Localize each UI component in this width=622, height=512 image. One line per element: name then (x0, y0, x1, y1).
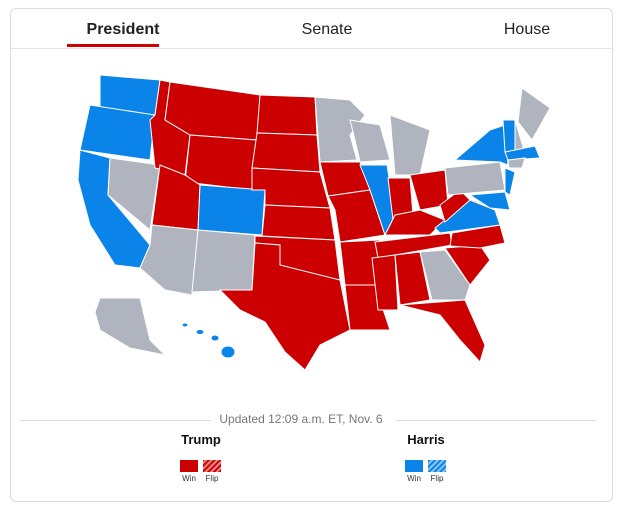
tab[interactable]: President (86, 21, 160, 38)
state[interactable] (394, 251, 431, 306)
state[interactable] (504, 145, 541, 161)
states (77, 74, 551, 371)
state[interactable] (504, 167, 516, 196)
state[interactable] (107, 157, 161, 231)
state[interactable] (191, 229, 256, 293)
state[interactable] (261, 204, 336, 241)
state[interactable] (256, 94, 318, 136)
state[interactable] (419, 249, 471, 301)
state[interactable] (444, 161, 506, 196)
state[interactable] (349, 119, 391, 163)
state[interactable] (468, 191, 511, 211)
state[interactable] (197, 184, 266, 236)
legend-label: Flip (430, 474, 444, 483)
rule (396, 420, 596, 421)
state[interactable] (218, 242, 351, 371)
state[interactable] (79, 104, 156, 161)
state[interactable] (502, 119, 516, 153)
state[interactable] (327, 189, 386, 243)
state[interactable] (371, 254, 399, 311)
state[interactable] (389, 114, 431, 176)
legend-title: Trump (181, 432, 221, 447)
state[interactable] (507, 157, 526, 169)
updated-row: Updated 12:09 a.m. ET, Nov. 6 (10, 412, 596, 428)
state[interactable] (399, 299, 486, 363)
tab[interactable]: House (503, 21, 551, 38)
legend-label: Win (407, 474, 421, 483)
state[interactable] (251, 132, 321, 173)
divider (11, 48, 612, 49)
updated-time: Updated 12:09 a.m. ET, Nov. 6 (10, 412, 592, 426)
state[interactable] (94, 297, 167, 356)
legend-swatch (203, 460, 221, 472)
legend-title: Harris (407, 432, 445, 447)
state[interactable] (384, 209, 446, 236)
tab[interactable]: Senate (301, 21, 353, 38)
state[interactable] (210, 334, 220, 342)
state[interactable] (453, 124, 509, 166)
state[interactable] (517, 87, 551, 141)
updated-text: Updated 12:09 a.m. ET, Nov. 6 (211, 412, 391, 426)
state[interactable] (139, 224, 199, 296)
legend-swatch (405, 460, 423, 472)
legend-label: Flip (205, 474, 219, 483)
active-tab-underline (67, 44, 159, 47)
state[interactable] (181, 322, 189, 328)
card: President Senate House (10, 8, 613, 502)
state[interactable] (220, 345, 236, 359)
legend-label: Win (182, 474, 196, 483)
state[interactable] (195, 329, 205, 335)
legend-swatch (180, 460, 198, 472)
rule (20, 420, 220, 421)
legend-swatch (428, 460, 446, 472)
